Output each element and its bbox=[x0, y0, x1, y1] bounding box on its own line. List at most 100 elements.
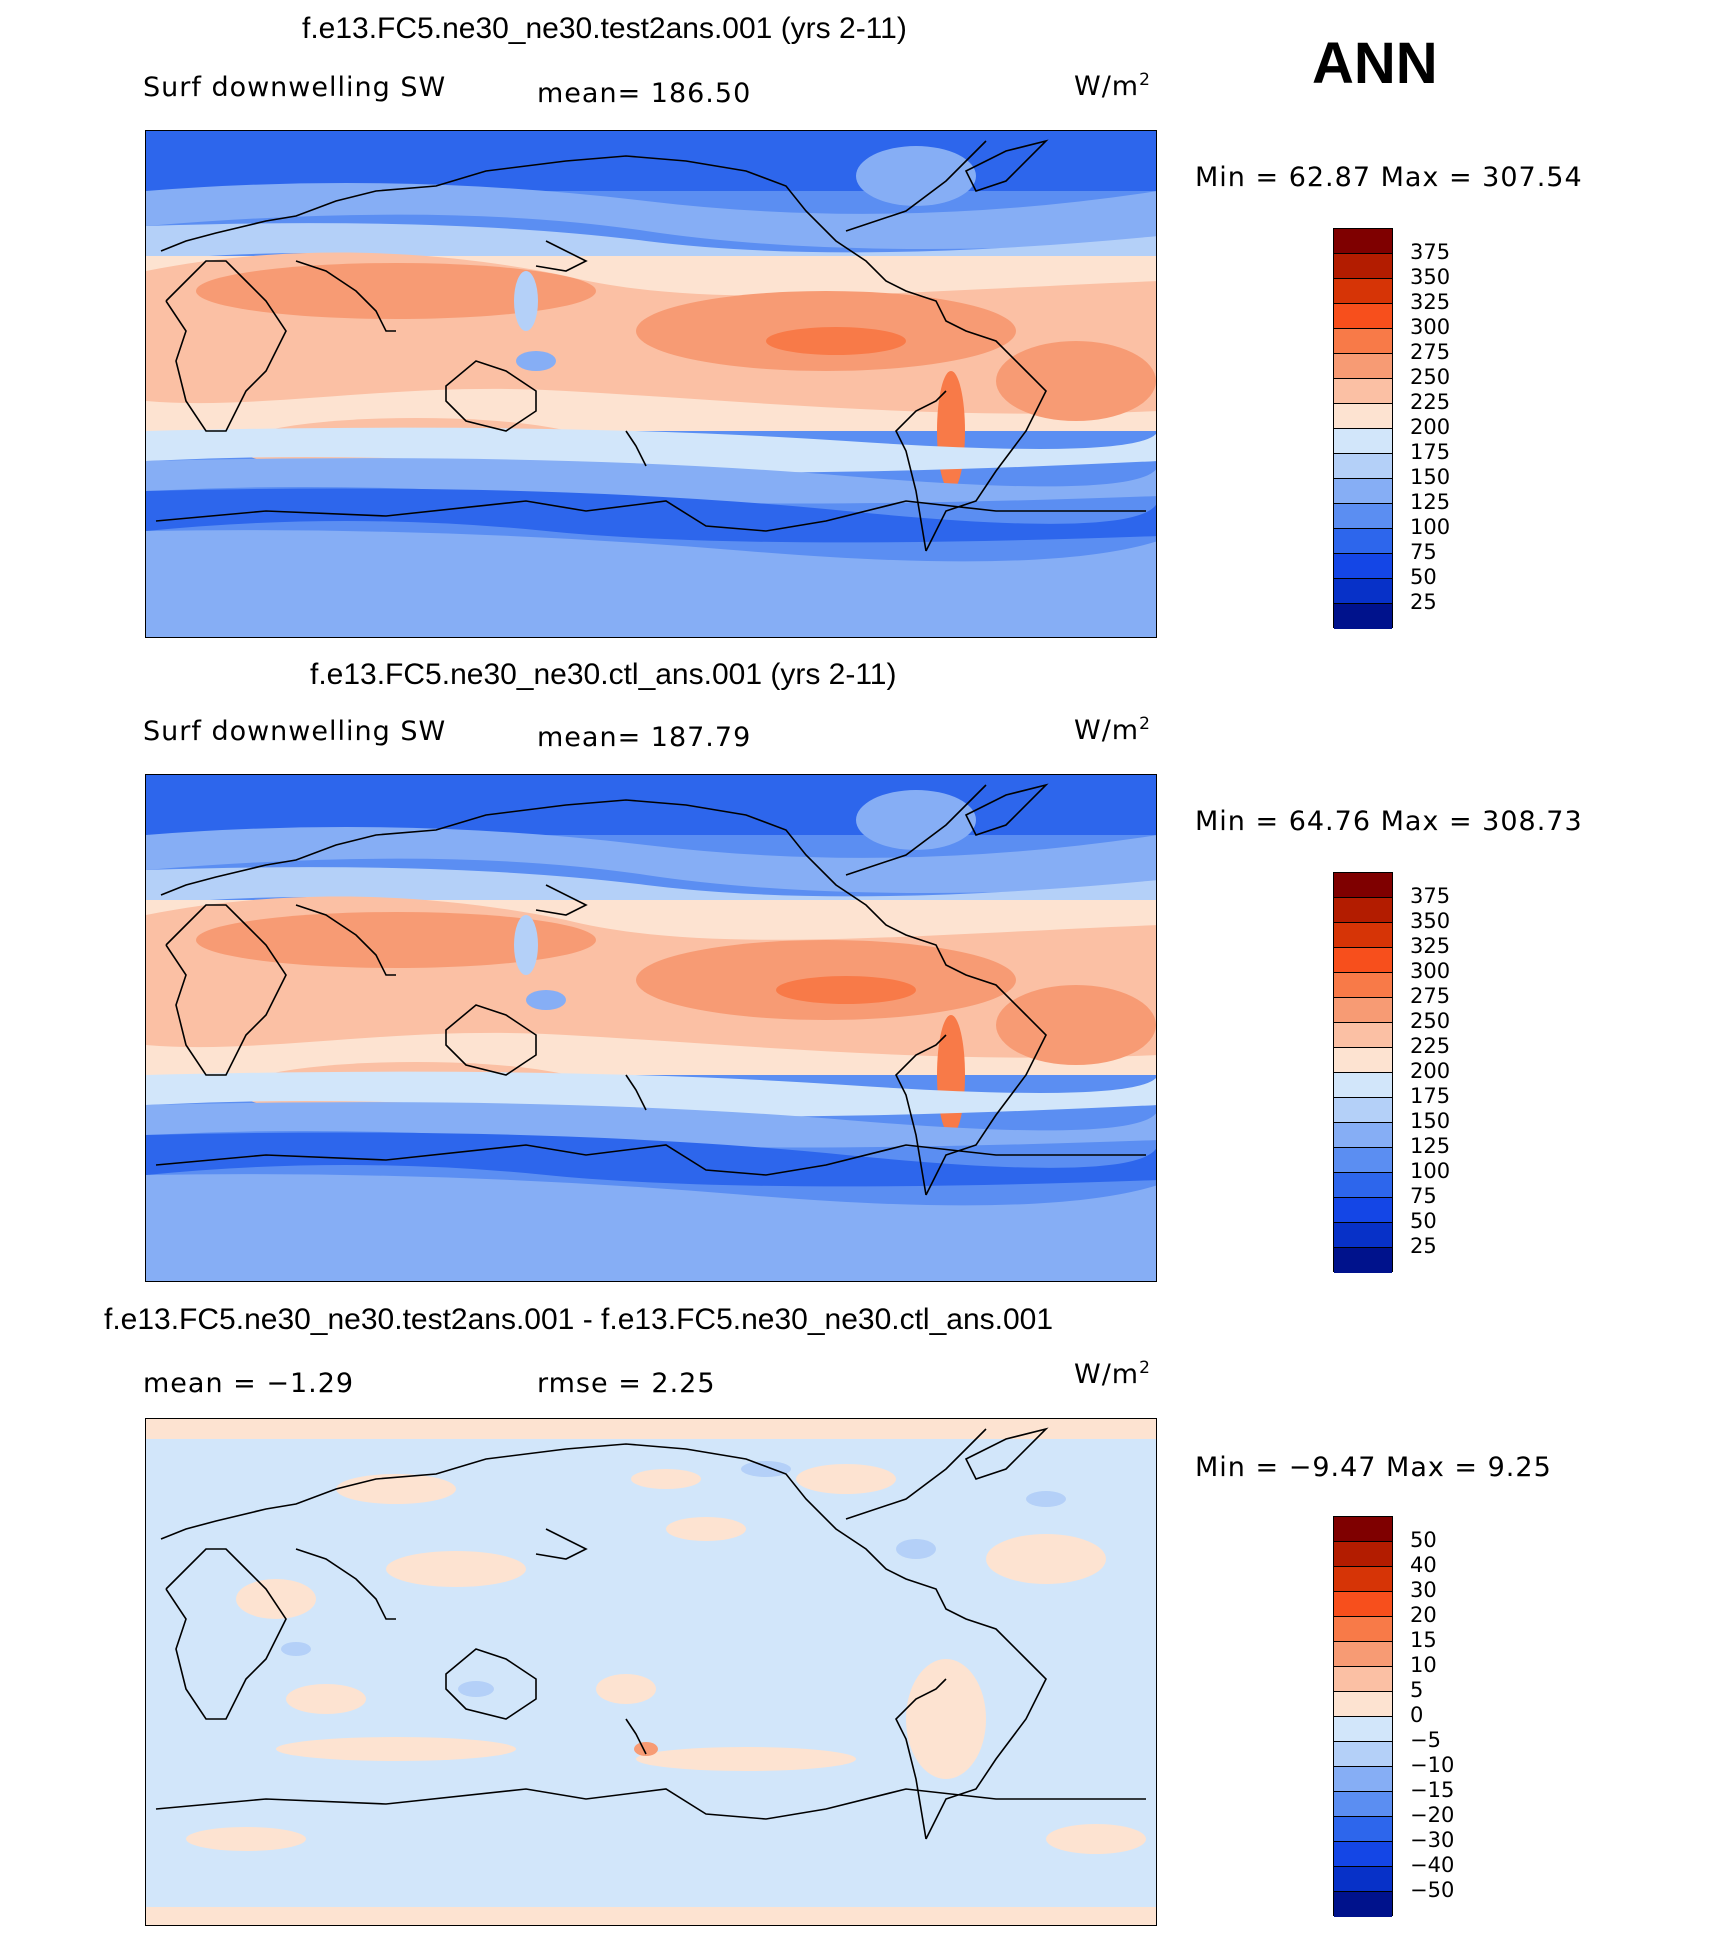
colorbar-tick-label: 100 bbox=[1410, 1159, 1451, 1183]
colorbar-segment bbox=[1334, 923, 1392, 948]
colorbar-tick-label: 350 bbox=[1410, 265, 1451, 289]
colorbar-tick-label: 125 bbox=[1410, 1134, 1451, 1158]
colorbar-tick-label: −40 bbox=[1410, 1853, 1455, 1877]
colorbar-tick-label: 150 bbox=[1410, 1109, 1451, 1133]
colorbar-segment bbox=[1334, 1223, 1392, 1248]
colorbar-segment bbox=[1334, 1892, 1392, 1917]
colorbar-segment bbox=[1334, 1792, 1392, 1817]
colorbar-tick-label: 325 bbox=[1410, 934, 1451, 958]
panel3-rmse-label: rmse = 2.25 bbox=[537, 1368, 716, 1399]
colorbar-tick-label: 300 bbox=[1410, 959, 1451, 983]
colorbar-tick-label: −5 bbox=[1410, 1728, 1441, 1752]
colorbar-segment bbox=[1334, 354, 1392, 379]
colorbar-tick-label: 25 bbox=[1410, 1234, 1437, 1258]
colorbar-tick-label: 5 bbox=[1410, 1678, 1424, 1702]
panel1-title: f.e13.FC5.ne30_ne30.test2ans.001 (yrs 2-… bbox=[302, 12, 907, 45]
colorbar-segment bbox=[1334, 279, 1392, 304]
colorbar-segment bbox=[1334, 898, 1392, 923]
colorbar-segment bbox=[1334, 948, 1392, 973]
colorbar-tick-label: −15 bbox=[1410, 1778, 1455, 1802]
colorbar-segment bbox=[1334, 479, 1392, 504]
colorbar-segment bbox=[1334, 973, 1392, 998]
season-label: ANN bbox=[1312, 31, 1438, 96]
colorbar-tick-label: 225 bbox=[1410, 390, 1451, 414]
colorbar-tick-label: 375 bbox=[1410, 240, 1451, 264]
colorbar-tick-label: −50 bbox=[1410, 1878, 1455, 1902]
colorbar-segment bbox=[1334, 998, 1392, 1023]
panel1-unit-label: W/m2 bbox=[1074, 70, 1151, 102]
colorbar-segment bbox=[1334, 1198, 1392, 1223]
colorbar-segment bbox=[1334, 1148, 1392, 1173]
colorbar-segment bbox=[1334, 1692, 1392, 1717]
colorbar-tick-label: 75 bbox=[1410, 540, 1437, 564]
panel1-minmax-label: Min = 62.87 Max = 307.54 bbox=[1195, 162, 1583, 193]
colorbar-tick-label: −10 bbox=[1410, 1753, 1455, 1777]
panel3-colorbar-labels: 50 40 30 20 15 10 5 0 −5 −10 −15 −20 −30 −40 −50 bbox=[1410, 1528, 1454, 1903]
colorbar-segment bbox=[1334, 1048, 1392, 1073]
colorbar-segment bbox=[1334, 1023, 1392, 1048]
panel1-contour-field bbox=[146, 131, 1156, 637]
panel2-minmax-label: Min = 64.76 Max = 308.73 bbox=[1195, 806, 1583, 837]
colorbar-segment bbox=[1334, 504, 1392, 529]
colorbar-tick-label: 0 bbox=[1410, 1703, 1424, 1727]
colorbar-tick-label: 50 bbox=[1410, 1209, 1437, 1233]
colorbar-segment bbox=[1334, 1767, 1392, 1792]
colorbar-segment bbox=[1334, 1717, 1392, 1742]
colorbar-segment bbox=[1334, 1542, 1392, 1567]
colorbar-tick-label: 125 bbox=[1410, 490, 1451, 514]
colorbar-segment bbox=[1334, 1817, 1392, 1842]
colorbar-tick-label: 175 bbox=[1410, 1084, 1451, 1108]
colorbar-tick-label: 225 bbox=[1410, 1034, 1451, 1058]
colorbar-tick-label: 325 bbox=[1410, 290, 1451, 314]
panel2-mean-label: mean= 187.79 bbox=[537, 722, 752, 753]
panel1-colorbar-labels: 375 350 325 300 275 250 225 200 175 150 125 100 75 50… bbox=[1410, 240, 1450, 615]
colorbar-segment bbox=[1334, 1123, 1392, 1148]
colorbar-tick-label: −30 bbox=[1410, 1828, 1455, 1852]
panel2-colorbar-labels: 375 350 325 300 275 250 225 200 175 150 125 100 75 50… bbox=[1410, 884, 1450, 1259]
colorbar-segment bbox=[1334, 1567, 1392, 1592]
colorbar-segment bbox=[1334, 454, 1392, 479]
colorbar-tick-label: 15 bbox=[1410, 1628, 1437, 1652]
panel1-variable-label: Surf downwelling SW bbox=[143, 72, 447, 103]
colorbar-tick-label: 250 bbox=[1410, 365, 1451, 389]
colorbar-tick-label: 75 bbox=[1410, 1184, 1437, 1208]
colorbar-segment bbox=[1334, 604, 1392, 629]
colorbar-tick-label: 175 bbox=[1410, 440, 1451, 464]
colorbar-tick-label: 250 bbox=[1410, 1009, 1451, 1033]
colorbar-tick-label: 20 bbox=[1410, 1603, 1437, 1627]
colorbar-tick-label: −20 bbox=[1410, 1803, 1455, 1827]
colorbar-segment bbox=[1334, 404, 1392, 429]
colorbar-segment bbox=[1334, 229, 1392, 254]
colorbar-tick-label: 25 bbox=[1410, 590, 1437, 614]
colorbar-segment bbox=[1334, 529, 1392, 554]
panel2-colorbar bbox=[1333, 872, 1393, 1273]
panel3-mean-label: mean = −1.29 bbox=[143, 1368, 355, 1399]
colorbar-segment bbox=[1334, 1642, 1392, 1667]
panel3-title: f.e13.FC5.ne30_ne30.test2ans.001 - f.e13… bbox=[104, 1303, 1054, 1336]
colorbar-tick-label: 275 bbox=[1410, 340, 1451, 364]
colorbar-tick-label: 50 bbox=[1410, 1528, 1437, 1552]
colorbar-segment bbox=[1334, 1517, 1392, 1542]
colorbar-segment bbox=[1334, 1617, 1392, 1642]
colorbar-tick-label: 350 bbox=[1410, 909, 1451, 933]
panel2-contour-field bbox=[146, 775, 1156, 1281]
colorbar-segment bbox=[1334, 1173, 1392, 1198]
panel3-map bbox=[145, 1418, 1157, 1926]
colorbar-tick-label: 200 bbox=[1410, 1059, 1451, 1083]
panel1-colorbar bbox=[1333, 228, 1393, 629]
colorbar-segment bbox=[1334, 329, 1392, 354]
panel2-map bbox=[145, 774, 1157, 1282]
colorbar-segment bbox=[1334, 1073, 1392, 1098]
panel2-variable-label: Surf downwelling SW bbox=[143, 716, 447, 747]
colorbar-segment bbox=[1334, 873, 1392, 898]
colorbar-tick-label: 375 bbox=[1410, 884, 1451, 908]
panel2-unit-label: W/m2 bbox=[1074, 714, 1151, 746]
panel1-map bbox=[145, 130, 1157, 638]
colorbar-tick-label: 10 bbox=[1410, 1653, 1437, 1677]
colorbar-segment bbox=[1334, 379, 1392, 404]
colorbar-segment bbox=[1334, 429, 1392, 454]
colorbar-tick-label: 275 bbox=[1410, 984, 1451, 1008]
colorbar-segment bbox=[1334, 1867, 1392, 1892]
colorbar-tick-label: 150 bbox=[1410, 465, 1451, 489]
colorbar-tick-label: 100 bbox=[1410, 515, 1451, 539]
